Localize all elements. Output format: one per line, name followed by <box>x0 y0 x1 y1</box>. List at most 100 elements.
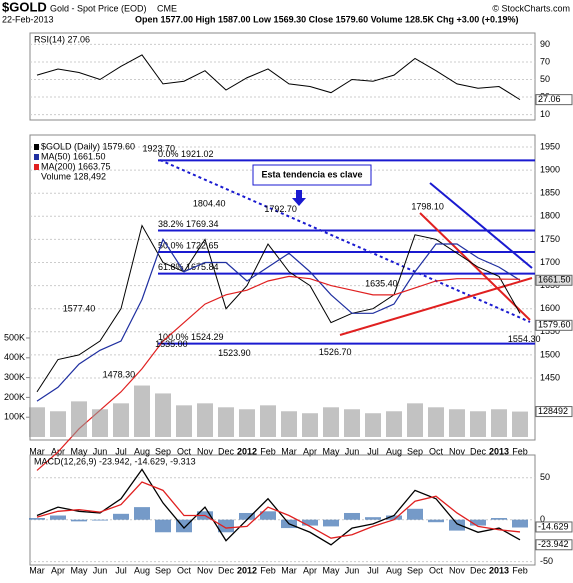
y-tick-label: 300K <box>4 372 25 382</box>
legend-entry: Volume 128,492 <box>41 171 106 181</box>
fib-label: 61.8% 1675.84 <box>158 262 219 272</box>
x-tick-label: Oct <box>177 565 192 575</box>
last-value-box <box>535 539 573 551</box>
point-label: 1798.10 <box>411 202 444 212</box>
point-label: 1523.90 <box>218 348 251 358</box>
fib-label: 50.0% 1722.65 <box>158 240 219 250</box>
point-label: 1804.40 <box>193 199 226 209</box>
legend: RSI(14) 27.06 <box>34 34 90 44</box>
x-tick-label: Aug <box>134 565 150 575</box>
y-tick-label: 1900 <box>540 164 560 174</box>
last-value-box <box>535 319 573 331</box>
histogram-bar <box>92 519 108 521</box>
volume-bar <box>470 411 486 437</box>
legend-entry: MA(50) 1661.50 <box>41 151 106 161</box>
point-label: 1635.40 <box>365 279 398 289</box>
last-value-label: -14.629 <box>538 521 569 531</box>
volume-bar <box>323 407 339 437</box>
x-tick-label: May <box>70 446 88 456</box>
legend-entry: $GOLD (Daily) 1579.60 <box>41 141 135 151</box>
y-tick-label: 400K <box>4 352 25 362</box>
x-tick-label: May <box>70 565 88 575</box>
x-tick-label: Aug <box>386 446 402 456</box>
volume-bar <box>176 405 192 437</box>
volume-bar <box>302 413 318 437</box>
volume-bar <box>92 409 108 437</box>
x-tick-label: Sep <box>155 446 171 456</box>
rsi-line <box>36 54 521 101</box>
name: Gold - Spot Price (EOD) <box>50 3 147 13</box>
legend: MACD(12,26,9) -23.942, -14.629, -9.313 <box>34 456 196 466</box>
x-tick-label: Oct <box>429 565 444 575</box>
histogram-bar <box>512 519 528 528</box>
histogram-bar <box>29 518 45 520</box>
x-tick-label: Feb <box>512 446 528 456</box>
y-tick-label: -50 <box>540 556 553 566</box>
x-tick-label: Mar <box>29 446 45 456</box>
y-tick-label: 50 <box>540 472 550 482</box>
x-tick-label: Sep <box>155 565 171 575</box>
x-tick-label: Dec <box>218 446 235 456</box>
x-tick-label: 2013 <box>489 446 509 456</box>
y-tick-label: 1950 <box>540 141 560 151</box>
x-tick-label: Jul <box>115 565 127 575</box>
point-label: 1554.30 <box>508 334 541 344</box>
histogram-bar <box>365 517 381 520</box>
last-value-label: -23.942 <box>538 539 569 549</box>
last-value-label: 128492 <box>538 406 568 416</box>
last-value-box <box>535 94 573 106</box>
x-tick-label: Aug <box>386 565 402 575</box>
callout-box <box>252 164 372 186</box>
trendline <box>429 182 533 269</box>
last-value-box <box>535 406 573 418</box>
volume-bar <box>134 385 150 437</box>
price-frame <box>29 134 536 441</box>
x-tick-label: Oct <box>177 446 192 456</box>
histogram-bar <box>50 515 66 520</box>
histogram-bar <box>491 518 507 520</box>
histogram-bar <box>260 511 276 520</box>
macd-frame <box>29 454 536 566</box>
volume-bar <box>365 413 381 437</box>
legend-entry: MA(200) 1663.75 <box>41 161 111 171</box>
x-tick-label: 2013 <box>489 565 509 575</box>
x-tick-label: May <box>322 446 340 456</box>
volume-bar <box>386 411 402 437</box>
y-tick-label: 1600 <box>540 303 560 313</box>
rsi-frame <box>29 32 536 121</box>
callout-arrow <box>292 190 306 206</box>
y-tick-label: 1500 <box>540 349 560 359</box>
x-tick-label: Oct <box>429 446 444 456</box>
x-tick-label: 2012 <box>237 565 257 575</box>
histogram-bar <box>113 513 129 520</box>
volume-bar <box>218 407 234 437</box>
histogram-bar <box>470 519 486 526</box>
x-tick-label: Jul <box>367 565 379 575</box>
legend-swatch <box>34 164 39 170</box>
volume-bar <box>428 407 444 437</box>
y-tick-label: 10 <box>540 109 550 119</box>
x-tick-label: Aug <box>134 446 150 456</box>
y-tick-label: 1750 <box>540 234 560 244</box>
trendline <box>419 212 531 321</box>
x-tick-label: Jun <box>93 565 108 575</box>
trendline <box>159 159 531 323</box>
x-tick-label: Mar <box>29 565 45 575</box>
macd-line <box>36 481 521 539</box>
price-line <box>36 238 521 402</box>
x-tick-label: Dec <box>218 565 235 575</box>
point-label: 1535.00 <box>155 339 188 349</box>
x-tick-label: Sep <box>407 565 423 575</box>
y-tick-label: 200K <box>4 392 25 402</box>
histogram-bar <box>155 519 171 533</box>
x-tick-label: Nov <box>197 565 214 575</box>
y-tick-label: 70 <box>540 56 550 66</box>
volume-bar <box>260 405 276 437</box>
y-tick-label: 1550 <box>540 326 560 336</box>
x-tick-label: Dec <box>470 565 487 575</box>
y-tick-label: 1700 <box>540 257 560 267</box>
x-tick-label: Nov <box>197 446 214 456</box>
date: 22-Feb-2013 <box>2 14 54 24</box>
x-tick-label: Jun <box>93 446 108 456</box>
